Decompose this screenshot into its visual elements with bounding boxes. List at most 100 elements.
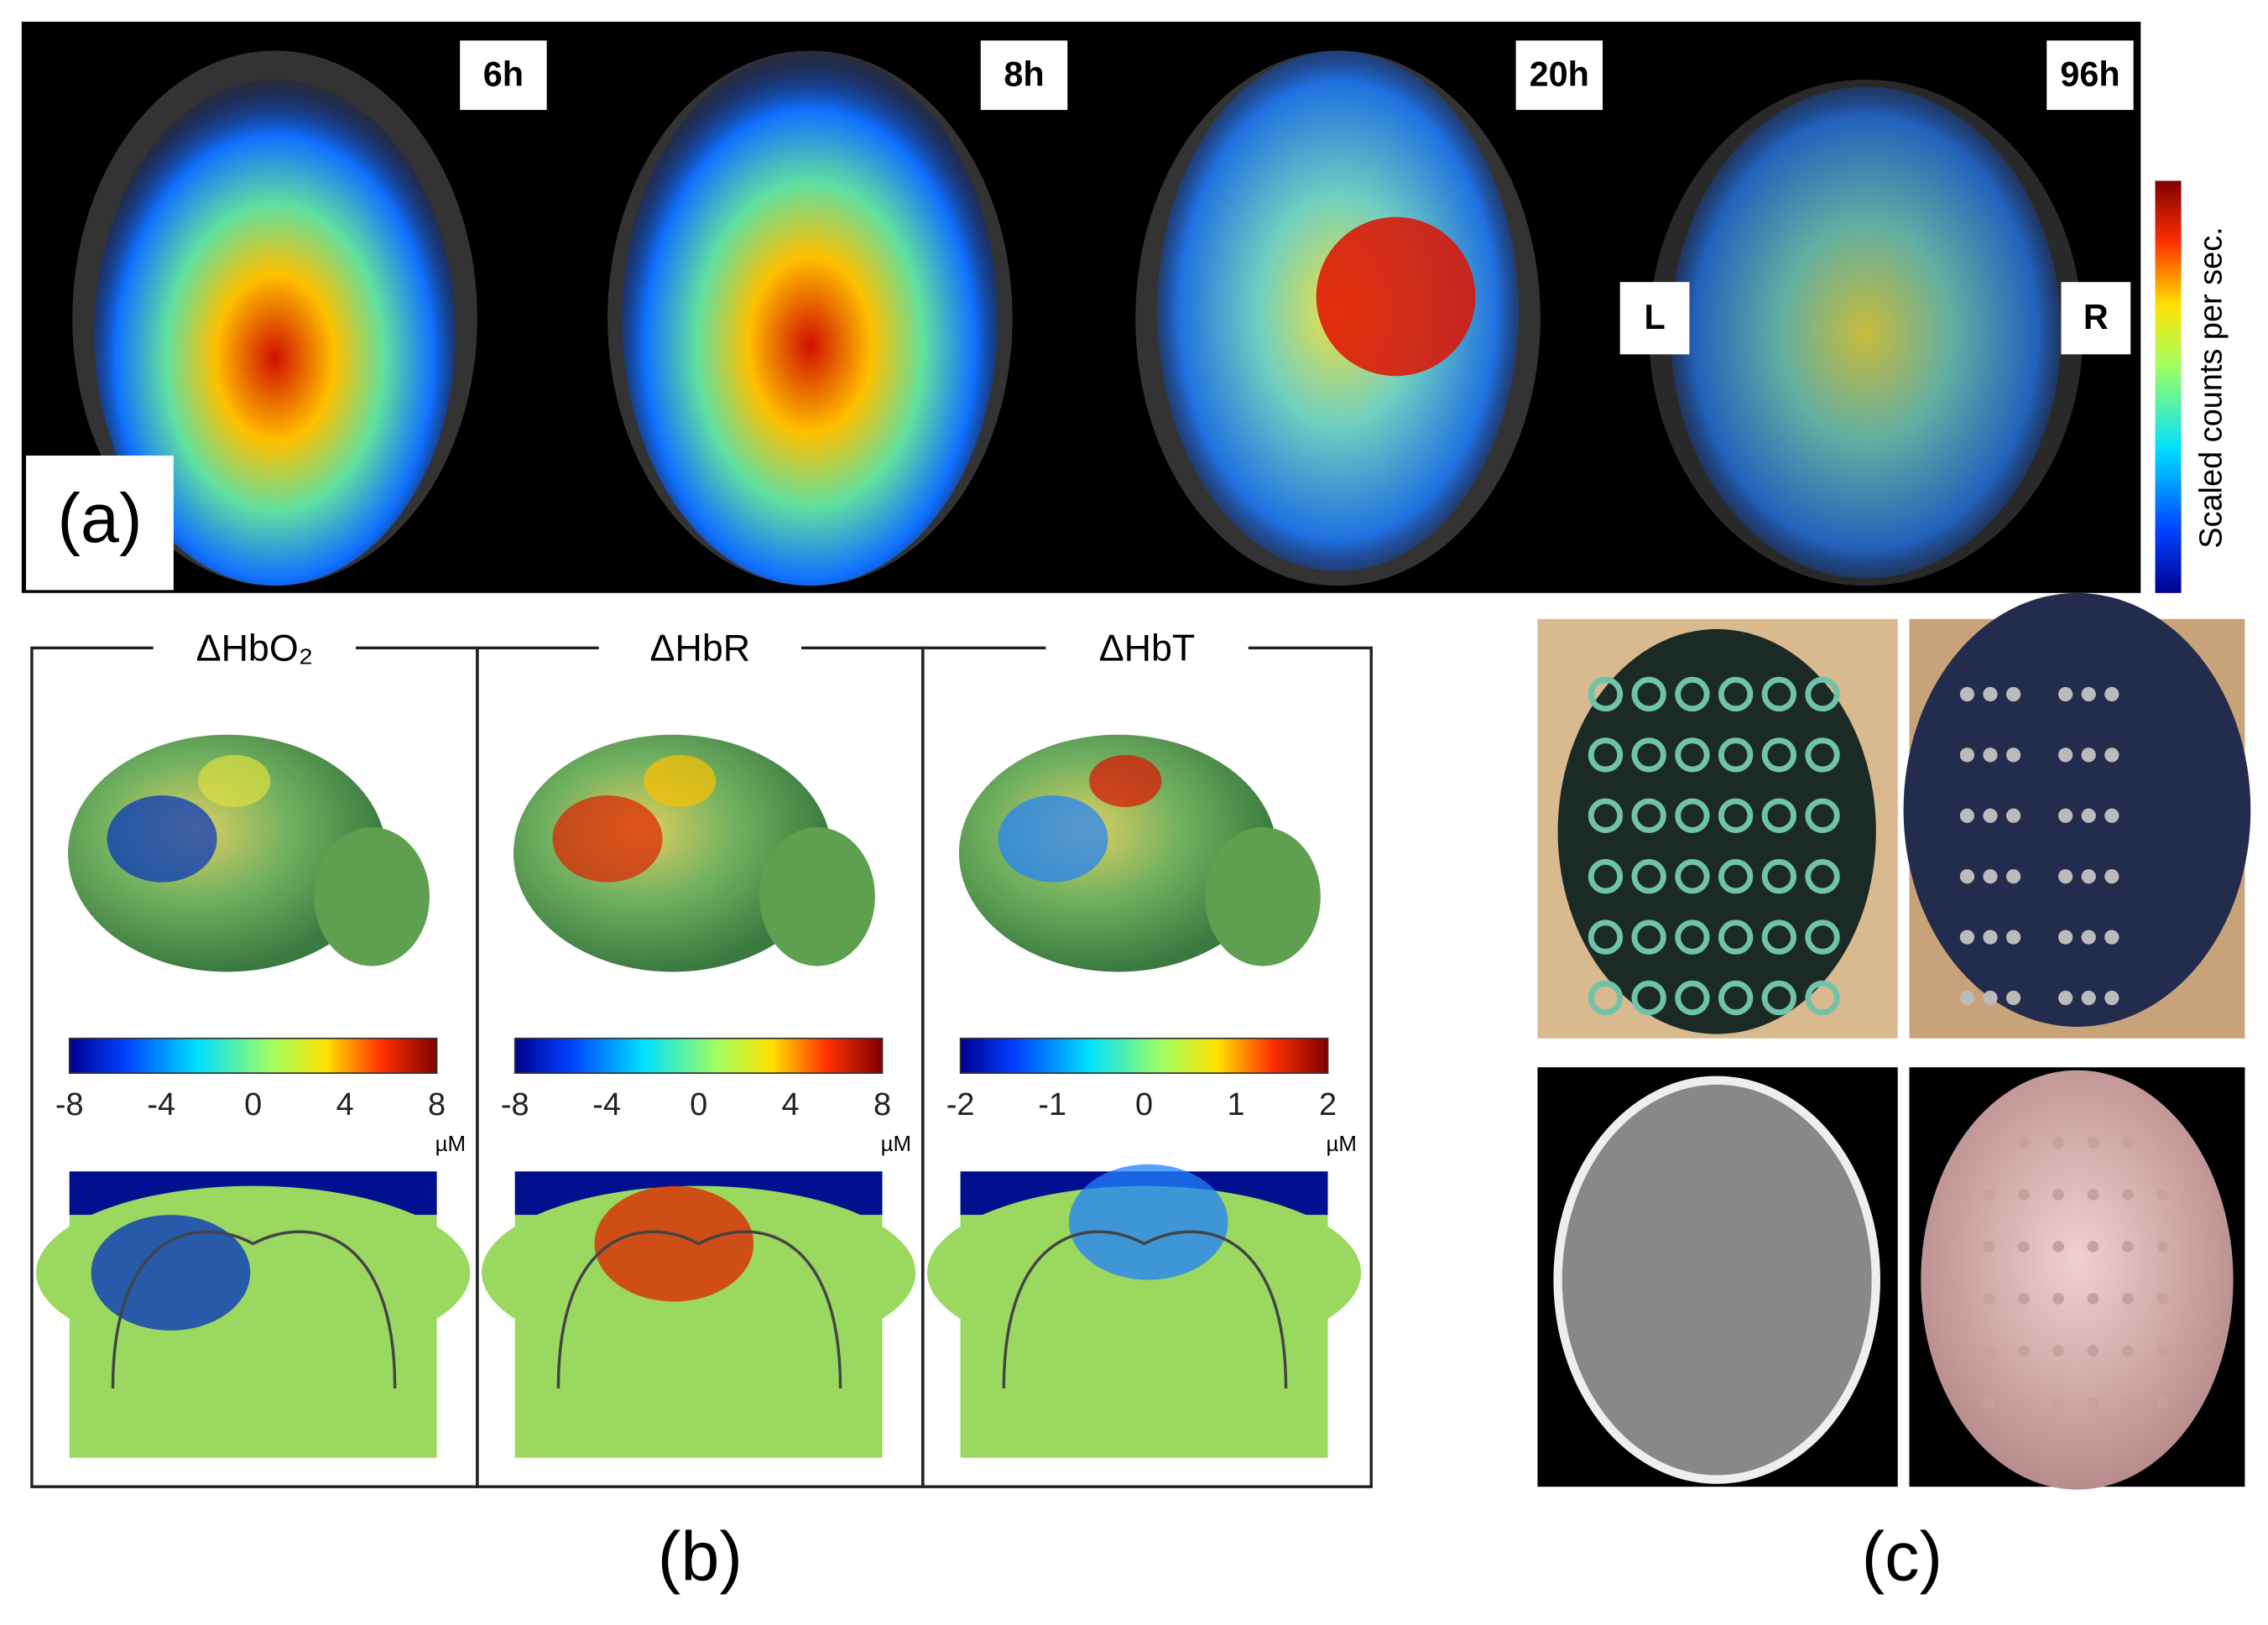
- optode: [1983, 930, 1998, 945]
- colorbar-label: Scaled counts per sec.: [2194, 227, 2229, 549]
- optodes: [1588, 676, 2169, 1409]
- optode: [2005, 990, 2021, 1006]
- optode: [2104, 686, 2119, 702]
- optode: [2017, 1345, 2030, 1357]
- colorbar-tick-label: 0: [1135, 1087, 1153, 1122]
- head-model: [1921, 1070, 2234, 1490]
- lesion: [1316, 216, 1476, 377]
- optode: [1805, 919, 1840, 955]
- optode: [1983, 1241, 1995, 1253]
- optode: [2005, 930, 2021, 945]
- brain-3d: [958, 734, 1278, 972]
- side-label: R: [2083, 298, 2109, 336]
- column-title: ΔHbO₂: [196, 628, 313, 669]
- optode: [1959, 747, 1975, 763]
- optode: [2156, 1136, 2169, 1148]
- optode: [1983, 869, 1998, 884]
- optode: [2005, 869, 2021, 884]
- side-label: L: [1644, 298, 1665, 336]
- optode: [1983, 1136, 1995, 1148]
- time-label: 20h: [1530, 55, 1589, 93]
- optode: [2121, 1241, 2134, 1253]
- optode: [1588, 980, 1624, 1016]
- panel-label: (c): [1862, 1518, 1942, 1596]
- optode: [2087, 1241, 2099, 1253]
- optode: [1631, 737, 1666, 773]
- optode: [2052, 1189, 2064, 1201]
- optode: [1718, 980, 1754, 1016]
- optode: [2017, 1189, 2030, 1201]
- optode: [2087, 1345, 2099, 1357]
- optode: [2058, 747, 2073, 763]
- optode: [1983, 1293, 1995, 1305]
- optode: [2005, 808, 2021, 823]
- optode: [1588, 859, 1624, 894]
- time-label: 6h: [483, 55, 524, 93]
- optode: [1631, 798, 1666, 833]
- optode: [1983, 1397, 1995, 1409]
- optode: [2087, 1189, 2099, 1201]
- optode: [1588, 676, 1624, 712]
- activation: [198, 754, 271, 807]
- optode: [2081, 990, 2096, 1006]
- section-outline: [556, 1230, 842, 1388]
- optode: [2087, 1136, 2099, 1148]
- label-box: [2061, 282, 2131, 355]
- activation: [644, 754, 717, 807]
- time-labels: 6h 8h 20h 96h: [460, 40, 2134, 111]
- optode: [1761, 676, 1797, 712]
- colorbar-tick-label: 2: [1319, 1087, 1337, 1122]
- optode: [2017, 1241, 2030, 1253]
- section-outline: [1002, 1230, 1288, 1388]
- activation: [998, 795, 1108, 883]
- optode: [2156, 1189, 2169, 1201]
- optode: [1761, 980, 1797, 1016]
- optode: [1983, 1345, 1995, 1357]
- optode: [1761, 859, 1797, 894]
- optode: [1983, 990, 1998, 1006]
- optode: [2005, 686, 2021, 702]
- optode: [1718, 676, 1754, 712]
- optode: [1631, 676, 1666, 712]
- optode: [1959, 930, 1975, 945]
- optode: [1631, 859, 1666, 894]
- optode: [1675, 919, 1710, 955]
- panel-label: (b): [658, 1518, 743, 1596]
- label-box: [1619, 282, 1690, 355]
- colorbar-tick-label: -8: [501, 1087, 529, 1122]
- optode: [1761, 737, 1797, 773]
- time-label: 8h: [1004, 55, 1044, 93]
- optode: [1983, 1189, 1995, 1201]
- title-gap: [1045, 628, 1249, 670]
- optode: [1675, 676, 1710, 712]
- optode: [1675, 980, 1710, 1016]
- optode: [1588, 798, 1624, 833]
- cerebellum: [314, 827, 430, 966]
- optode: [1805, 676, 1840, 712]
- optode: [1983, 747, 1998, 763]
- cap: [1903, 592, 2251, 1027]
- optode: [1959, 808, 1975, 823]
- optode: [1631, 919, 1666, 955]
- optode: [1718, 798, 1754, 833]
- optode: [2121, 1136, 2134, 1148]
- optode: [2121, 1189, 2134, 1201]
- colorbar-tick-label: -4: [592, 1087, 621, 1122]
- colorbar: [68, 1037, 438, 1075]
- optode: [1983, 686, 1998, 702]
- optode: [1959, 990, 1975, 1006]
- optode: [1959, 869, 1975, 884]
- colorbar-tick-label: -1: [1038, 1087, 1066, 1122]
- colorbar-tick-label: 1: [1227, 1087, 1244, 1122]
- optode: [2104, 869, 2119, 884]
- optode: [2121, 1293, 2134, 1305]
- optode: [1805, 798, 1840, 833]
- section-outline: [111, 1230, 397, 1388]
- section-activation: [91, 1215, 251, 1331]
- title-gap: [153, 628, 357, 670]
- optode: [2052, 1397, 2064, 1409]
- colorbar-unit: µM: [1327, 1133, 1357, 1156]
- optode: [2058, 869, 2073, 884]
- optode: [2017, 1293, 2030, 1305]
